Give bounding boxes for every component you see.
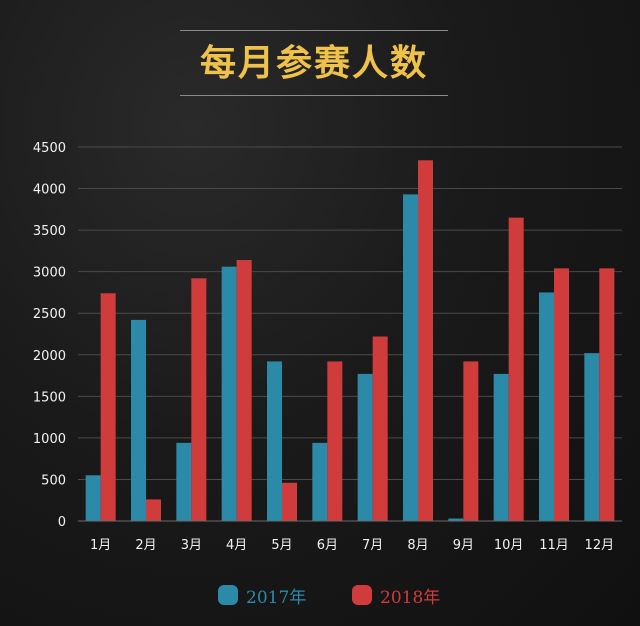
bar-2017 <box>267 361 282 521</box>
bar-2018 <box>100 293 116 521</box>
bar-2017 <box>176 442 192 521</box>
legend-label-2018: 2018年 <box>380 587 441 608</box>
grid-lines <box>78 146 622 480</box>
x-tick-label: 8月 <box>407 538 428 553</box>
bar-2018 <box>327 361 343 521</box>
y-tick-label: 4000 <box>33 183 66 198</box>
bars <box>85 160 615 521</box>
legend-swatch-2017 <box>218 585 238 605</box>
title-rule-top <box>180 30 448 31</box>
title-rule-bottom <box>180 95 448 96</box>
x-tick-label: 1月 <box>90 538 111 553</box>
y-tick-label: 500 <box>41 473 66 488</box>
x-tick-label: 5月 <box>271 538 292 553</box>
bar-2018 <box>282 482 297 521</box>
x-tick-label: 12月 <box>585 538 615 553</box>
chart-title: 每月参赛人数 <box>199 42 428 84</box>
x-tick-label: 10月 <box>494 538 524 553</box>
y-tick-label: 3500 <box>33 224 66 239</box>
bar-2018 <box>146 499 161 521</box>
bar-2018 <box>236 260 252 521</box>
bar-2017 <box>448 518 464 521</box>
legend: 2017年 2018年 <box>0 580 640 610</box>
y-tick-label: 3000 <box>33 266 66 281</box>
bar-2017 <box>85 475 101 521</box>
bar-2018 <box>418 160 433 521</box>
legend-label-2017: 2017年 <box>246 587 307 608</box>
bar-2018 <box>372 336 388 521</box>
bar-2018 <box>554 268 569 521</box>
bar-2017 <box>131 319 146 521</box>
title-block: 每月参赛人数 <box>180 30 448 96</box>
bar-2017 <box>539 292 554 521</box>
bar-2017 <box>493 373 509 521</box>
y-tick-label: 2500 <box>33 307 66 322</box>
bar-2017 <box>221 266 237 521</box>
y-tick-label: 1000 <box>33 432 66 447</box>
bar-2017 <box>584 353 600 521</box>
bar-2018 <box>599 268 615 521</box>
x-tick-label: 2月 <box>135 538 156 553</box>
y-tick-label: 1500 <box>33 390 66 405</box>
x-tick-label: 3月 <box>181 538 202 553</box>
y-tick-label: 2000 <box>33 349 66 364</box>
bar-2017 <box>403 194 418 521</box>
bar-2017 <box>357 373 373 521</box>
legend-item-2017: 2017年 <box>218 580 306 610</box>
x-tick-label: 4月 <box>226 538 247 553</box>
y-axis-ticks: 0 500 1000 1500 2000 2500 3000 3500 4000 4500 <box>33 141 66 530</box>
x-tick-label: 9月 <box>453 538 474 553</box>
x-axis-ticks: 1月 2月 3月 4月 5月 6月 7月 8月 9月 10月 11月 12月 <box>90 538 614 553</box>
bar-2018 <box>463 361 479 521</box>
bar-2017 <box>312 442 328 521</box>
bar-2018 <box>191 278 207 521</box>
x-tick-label: 7月 <box>362 538 383 553</box>
legend-item-2018: 2018年 <box>352 580 440 610</box>
legend-swatch-2018 <box>352 585 372 605</box>
x-tick-label: 6月 <box>317 538 338 553</box>
x-tick-label: 11月 <box>539 538 569 553</box>
y-tick-label: 4500 <box>33 141 66 156</box>
bar-2018 <box>508 217 524 521</box>
y-tick-label: 0 <box>58 515 66 530</box>
